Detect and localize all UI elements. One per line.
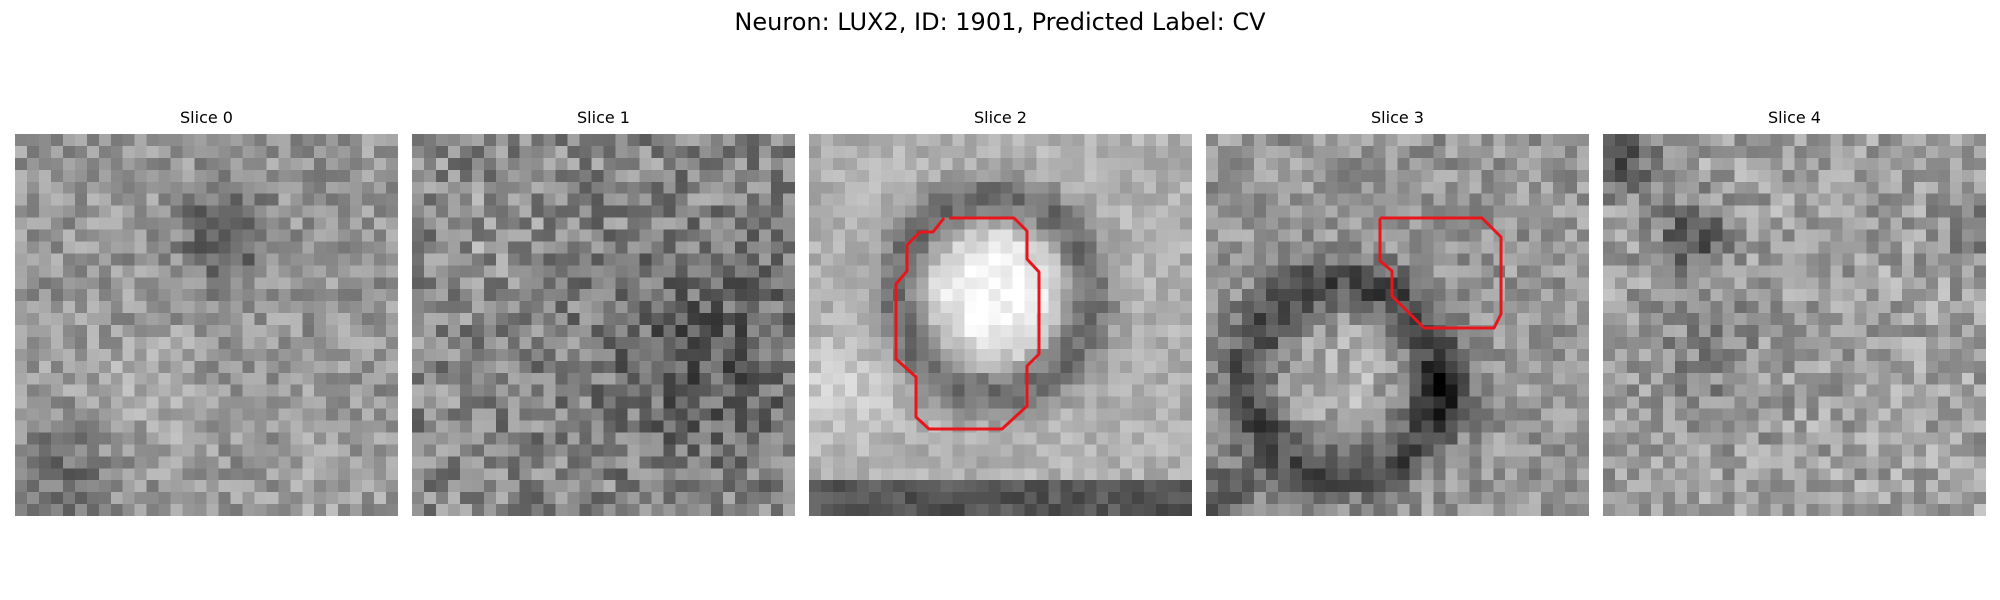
slice-title: Slice 4	[1768, 108, 1821, 127]
slice-title: Slice 0	[180, 108, 233, 127]
slice-title: Slice 3	[1371, 108, 1424, 127]
roi-contour	[894, 216, 1041, 431]
slice-title: Slice 2	[974, 108, 1027, 127]
slice-title: Slice 1	[577, 108, 630, 127]
slice-image-pixels	[412, 134, 795, 516]
slice-image-pixels	[1603, 134, 1986, 516]
slice-panel: Slice 4	[1603, 108, 1986, 516]
slice-image	[809, 134, 1192, 516]
slice-panel: Slice 2	[809, 108, 1192, 516]
roi-contour	[1378, 216, 1503, 330]
figure-title: Neuron: LUX2, ID: 1901, Predicted Label:…	[734, 8, 1266, 36]
slice-image	[1603, 134, 1986, 516]
slice-panel: Slice 1	[412, 108, 795, 516]
slice-image	[1206, 134, 1589, 516]
slice-image-pixels	[1206, 134, 1589, 516]
roi-overlay	[1378, 216, 1503, 330]
slice-image-pixels	[809, 134, 1192, 516]
slice-image-pixels	[15, 134, 398, 516]
slice-panel: Slice 0	[15, 108, 398, 516]
slice-image	[412, 134, 795, 516]
slice-image	[15, 134, 398, 516]
slice-panel: Slice 3	[1206, 108, 1589, 516]
roi-overlay	[894, 216, 1041, 431]
